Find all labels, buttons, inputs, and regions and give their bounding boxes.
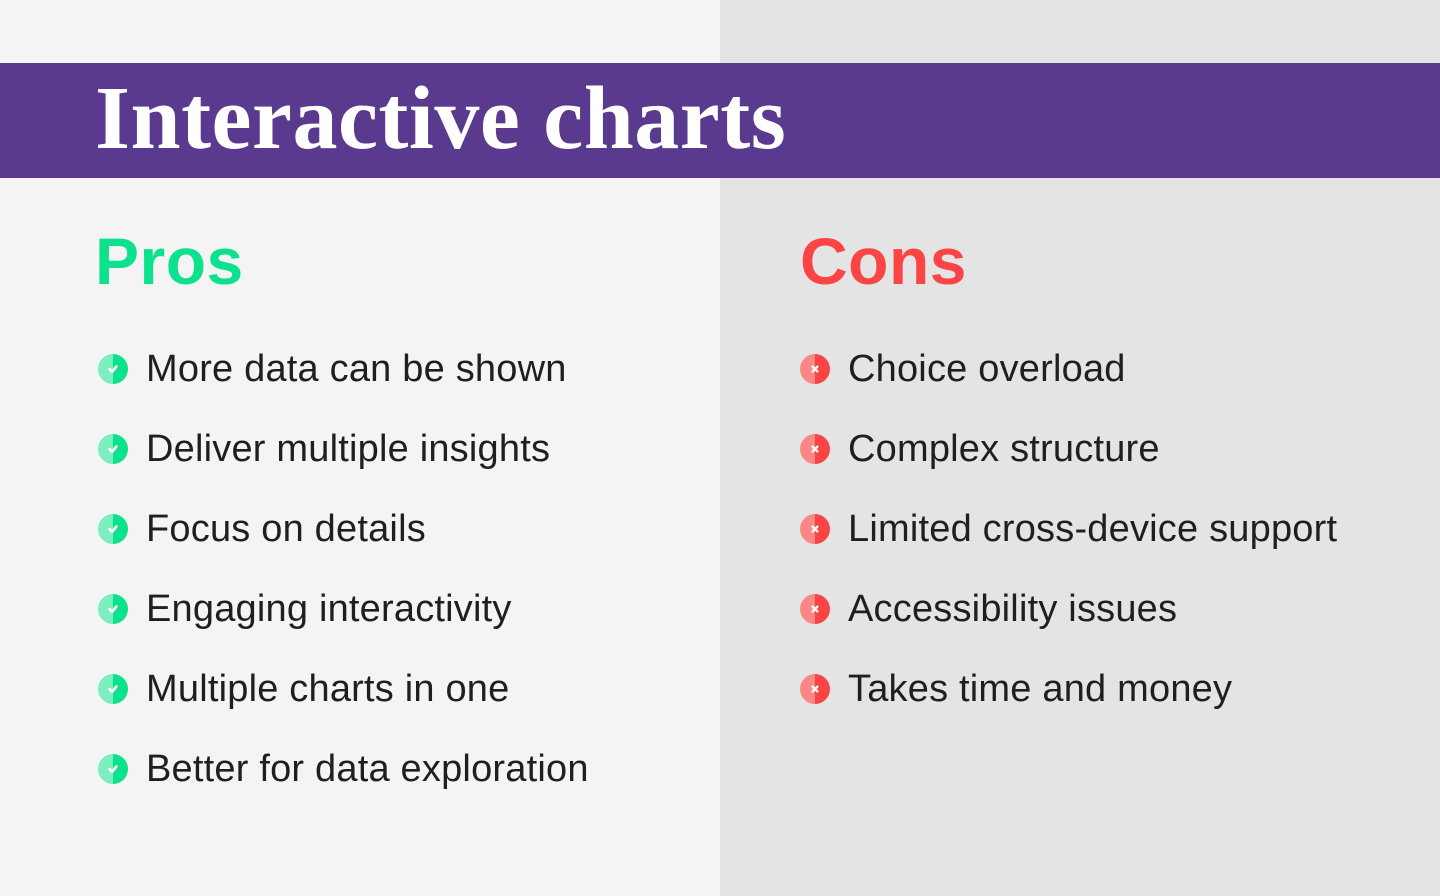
- list-item: Limited cross-device support: [800, 489, 1337, 569]
- list-item-label: Multiple charts in one: [146, 667, 510, 710]
- cross-icon: [800, 514, 830, 544]
- list-item-label: Engaging interactivity: [146, 587, 512, 630]
- pros-list: More data can be shown Deliver multiple …: [98, 329, 589, 809]
- list-item-label: Focus on details: [146, 507, 426, 550]
- check-icon: [98, 514, 128, 544]
- list-item: Better for data exploration: [98, 729, 589, 809]
- list-item: Multiple charts in one: [98, 649, 589, 729]
- list-item: Complex structure: [800, 409, 1337, 489]
- list-item-label: Choice overload: [848, 347, 1126, 390]
- list-item: Engaging interactivity: [98, 569, 589, 649]
- page-title: Interactive charts: [95, 68, 787, 168]
- list-item-label: Deliver multiple insights: [146, 427, 551, 470]
- list-item-label: More data can be shown: [146, 347, 567, 390]
- cons-list: Choice overload Complex structure Limite…: [800, 329, 1337, 729]
- list-item: Deliver multiple insights: [98, 409, 589, 489]
- check-icon: [98, 674, 128, 704]
- cross-icon: [800, 594, 830, 624]
- list-item: Focus on details: [98, 489, 589, 569]
- cross-icon: [800, 434, 830, 464]
- cross-icon: [800, 674, 830, 704]
- list-item: More data can be shown: [98, 329, 589, 409]
- check-icon: [98, 594, 128, 624]
- pros-heading: Pros: [95, 224, 244, 298]
- title-banner: Interactive charts: [0, 63, 1440, 178]
- list-item: Choice overload: [800, 329, 1337, 409]
- check-icon: [98, 354, 128, 384]
- list-item-label: Better for data exploration: [146, 747, 589, 790]
- cross-icon: [800, 354, 830, 384]
- list-item-label: Limited cross-device support: [848, 507, 1338, 550]
- list-item: Accessibility issues: [800, 569, 1337, 649]
- cons-heading: Cons: [800, 224, 967, 298]
- list-item: Takes time and money: [800, 649, 1337, 729]
- list-item-label: Takes time and money: [848, 667, 1233, 710]
- check-icon: [98, 434, 128, 464]
- list-item-label: Accessibility issues: [848, 587, 1178, 630]
- list-item-label: Complex structure: [848, 427, 1160, 470]
- check-icon: [98, 754, 128, 784]
